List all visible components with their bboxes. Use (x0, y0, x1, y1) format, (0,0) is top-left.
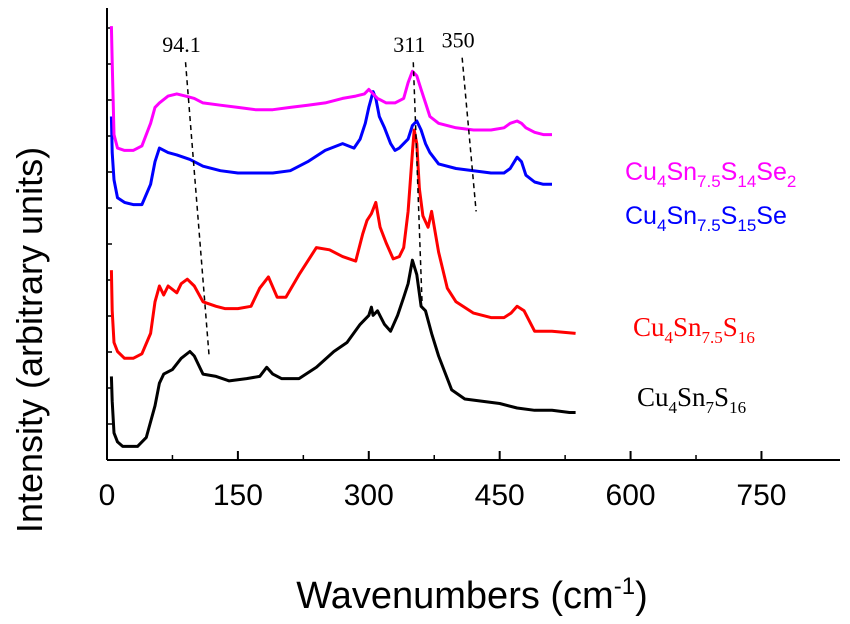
y-axis-label: Intensity (arbitrary units) (9, 147, 50, 533)
label-subscript: 4 (657, 172, 666, 191)
label-subscript: 4 (665, 328, 674, 347)
series-layer (109, 26, 576, 448)
series-line-cu4sn7s16 (109, 258, 576, 448)
x-tick-label: 300 (344, 479, 394, 512)
peak-label: 350 (442, 28, 475, 53)
plot-frame (106, 8, 840, 461)
x-axis-label: Wavenumbers (cm-1) (296, 573, 647, 617)
x-axis-label-sup: -1 (614, 573, 635, 600)
label-subscript: 2 (787, 172, 796, 191)
label-subscript: 7 (706, 398, 715, 417)
series-line-cu4sn7-5s15se (109, 90, 552, 207)
x-tick-label: 750 (736, 479, 786, 512)
series-labels: Cu4Sn7S16Cu4Sn7.5S16Cu4Sn7.5S15SeCu4Sn7.… (625, 158, 796, 417)
series-line-cu4sn7-5s14se2 (109, 26, 552, 152)
label-text: Sn (677, 382, 706, 412)
x-tick-label: 0 (99, 479, 116, 512)
label-text: Sn (673, 312, 702, 342)
series-label-cu4sn7s16: Cu4Sn7S16 (637, 382, 746, 417)
label-text: Sn (666, 158, 697, 186)
peak-dashed-line (184, 62, 210, 357)
label-text: Se (756, 202, 787, 230)
label-text: Cu (633, 312, 665, 342)
x-tick-label: 450 (475, 479, 525, 512)
label-text: Cu (625, 202, 657, 230)
peak-label: 311 (393, 32, 425, 57)
label-subscript: 15 (737, 216, 756, 235)
label-subscript: 14 (737, 172, 756, 191)
label-text: Sn (666, 202, 697, 230)
x-tick-label: 600 (606, 479, 656, 512)
label-text: Cu (625, 158, 657, 186)
peak-dashed-line (461, 57, 477, 212)
series-label-cu4sn7-5s14se2: Cu4Sn7.5S14Se2 (625, 158, 796, 191)
label-text: Se (756, 158, 787, 186)
label-subscript: 16 (738, 328, 755, 347)
series-label-cu4sn7-5s16: Cu4Sn7.5S16 (633, 312, 755, 347)
peak-dashed-line (412, 62, 423, 302)
x-axis-ticks: 0 150 300 450 600 750 (99, 451, 786, 512)
label-subscript: 4 (657, 216, 666, 235)
label-text: Cu (637, 382, 669, 412)
x-tick-label: 150 (213, 479, 263, 512)
series-label-cu4sn7-5s15se: Cu4Sn7.5S15Se (625, 202, 787, 235)
label-text: S (721, 202, 738, 230)
label-text: S (723, 312, 738, 342)
label-subscript: 7.5 (697, 216, 721, 235)
x-axis-label-main: Wavenumbers (cm (296, 575, 613, 617)
label-text: S (721, 158, 738, 186)
label-subscript: 16 (729, 398, 746, 417)
series-line-cu4sn7-5s16 (109, 128, 576, 360)
label-text: S (714, 382, 729, 412)
peak-annotations: 94.1 311 350 (162, 28, 477, 357)
label-subscript: 7.5 (697, 172, 721, 191)
peak-label: 94.1 (162, 32, 201, 57)
label-subscript: 4 (669, 398, 678, 417)
x-axis-label-close: ) (635, 575, 648, 617)
label-subscript: 7.5 (702, 328, 723, 347)
